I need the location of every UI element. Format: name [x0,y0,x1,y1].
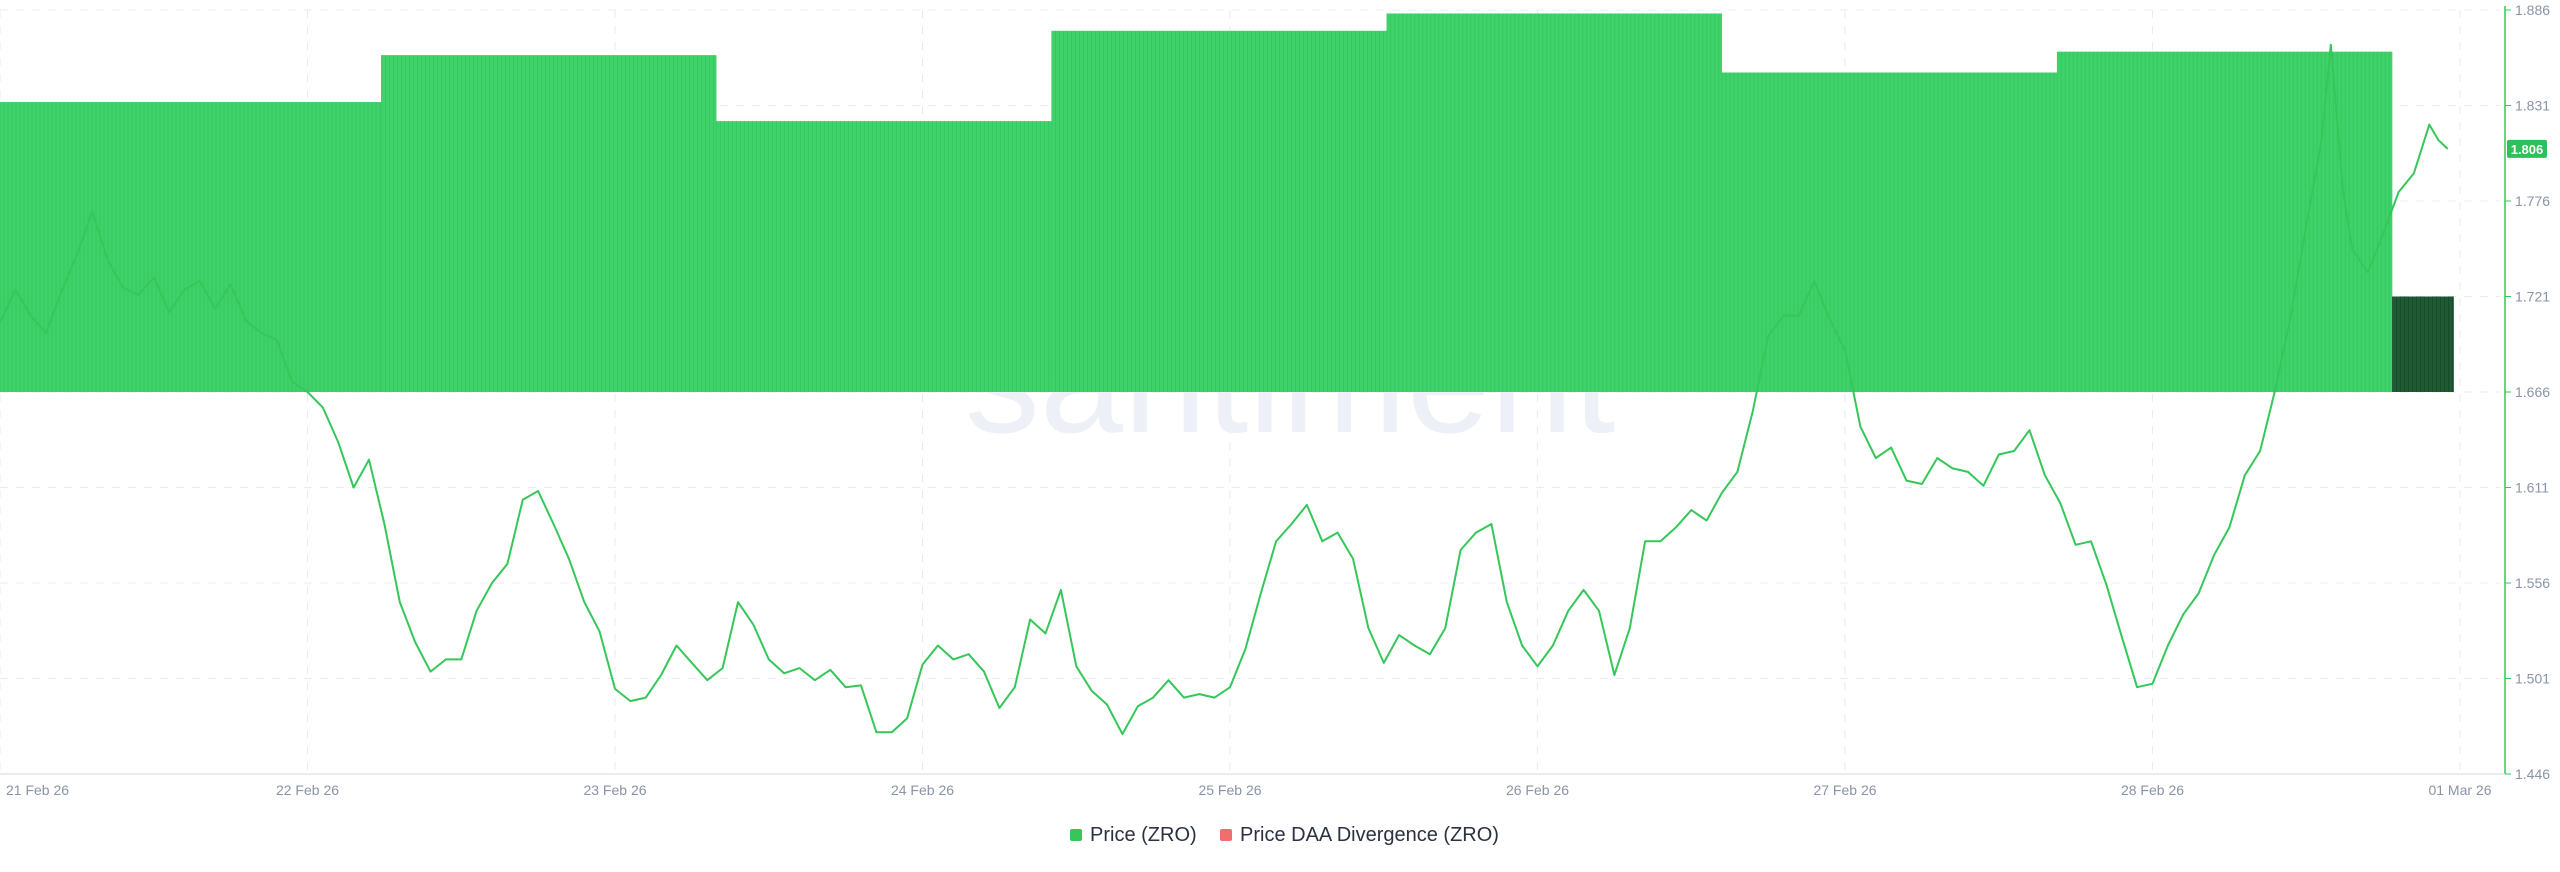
legend-label: Price (ZRO) [1090,824,1197,846]
divergence-segment [716,121,1052,393]
divergence-segment [381,55,717,393]
x-tick-label: 27 Feb 26 [1813,782,1876,798]
x-tick-label: 25 Feb 26 [1198,782,1261,798]
legend-item: Price (ZRO) [1070,824,1197,846]
current-price-badge [2507,139,2547,158]
divergence-bar-hatch [1721,72,2055,392]
legend: Price (ZRO) Price DAA Divergence (ZRO) [1070,824,1499,846]
divergence-bar [716,121,1052,393]
x-tick-label: 21 Feb 26 [6,782,69,798]
legend-swatch [1070,829,1082,841]
x-tick-label: 26 Feb 26 [1506,782,1569,798]
y-tick-label: 1.886 [2515,2,2550,18]
divergence-bar-hatch [2056,51,2390,392]
legend-swatch [1220,829,1232,841]
divergence-segment [1386,13,1722,393]
divergence-bar-hatch [2392,296,2453,392]
x-tick-label: 24 Feb 26 [891,782,954,798]
divergence-segment [1051,30,1387,392]
divergence-bar [381,55,717,393]
y-tick-label: 1.776 [2515,193,2550,209]
y-tick-label: 1.446 [2515,766,2550,782]
divergence-bar-hatch [0,102,381,392]
divergence-bars [0,13,2454,393]
y-tick-label: 1.831 [2515,98,2550,114]
divergence-bar [1051,30,1387,392]
x-tick-label: 28 Feb 26 [2121,782,2184,798]
divergence-bar-hatch [381,55,714,392]
y-tick-label: 1.501 [2515,671,2550,687]
divergence-bar [2392,296,2454,392]
y-tick-label: 1.666 [2515,384,2550,400]
legend-label: Price DAA Divergence (ZRO) [1240,824,1499,846]
x-tick-label: 01 Mar 26 [2428,782,2491,798]
divergence-bar-hatch [716,121,1049,392]
divergence-segment [2392,296,2454,392]
divergence-bar [0,102,382,392]
divergence-bar-hatch [1386,13,1720,392]
divergence-bar-hatch [1051,30,1384,392]
price-series [0,43,2449,736]
y-tick-label: 1.556 [2515,575,2550,591]
divergence-segment [0,102,382,392]
x-tick-label: 22 Feb 26 [276,782,339,798]
y-tick-label: 1.611 [2515,480,2549,496]
x-tick-label: 23 Feb 26 [583,782,646,798]
y-tick-label: 1.721 [2515,289,2550,305]
divergence-bar [2057,51,2393,392]
current-price-label: 1.806 [2511,142,2544,157]
legend-item: Price DAA Divergence (ZRO) [1220,824,1499,846]
price-line [0,43,2449,736]
axes: 1.886 1.831 1.776 1.721 1.666 1.611 1.556 1.501… [0,2,2550,798]
divergence-bar [1386,13,1722,393]
divergence-bar [1722,72,2058,392]
divergence-segment [1721,72,2058,392]
divergence-segment [2056,51,2393,392]
